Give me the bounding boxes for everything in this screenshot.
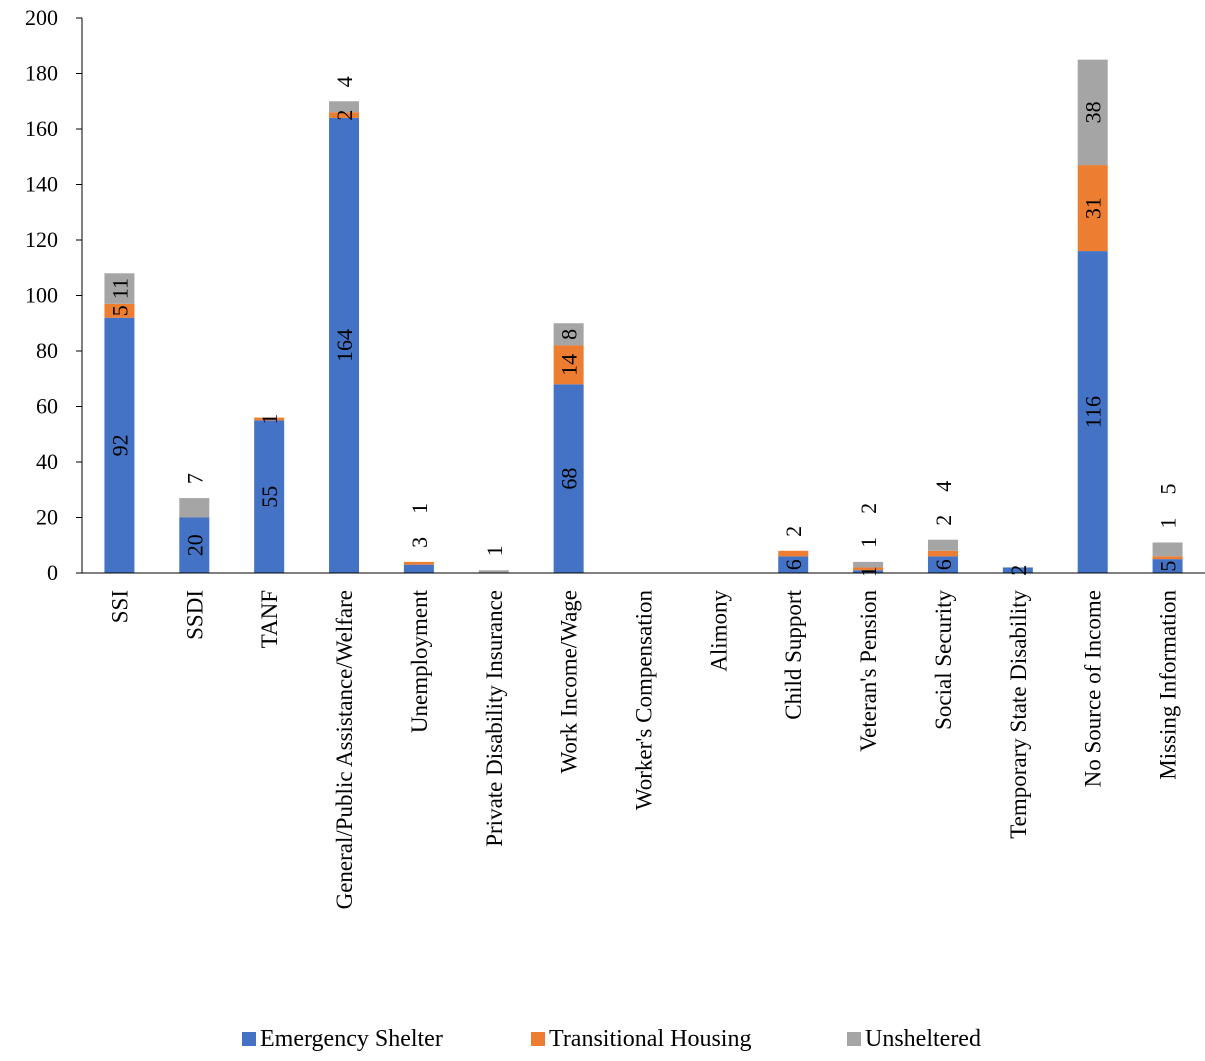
data-labels-layer: 9251120755116424311681486211262421163138…	[107, 76, 1180, 577]
y-tick-label-140: 140	[25, 172, 58, 197]
bar-work-income-wage-emergency-shelter	[553, 384, 584, 573]
data-label-tanf-emergency-shelter: 55	[257, 486, 282, 508]
bar-general-public-assistance-welfare-emergency-shelter	[329, 117, 360, 574]
data-label-missing-information-unsheltered: 5	[1156, 483, 1181, 494]
data-label-general-public-assistance-welfare-emergency-shelter: 164	[332, 329, 357, 362]
data-label-general-public-assistance-welfare-transitional-housing: 2	[332, 110, 357, 121]
y-tick-label-120: 120	[25, 227, 58, 252]
bar-ssi-unsheltered	[104, 273, 135, 304]
y-tick-label-160: 160	[25, 116, 58, 141]
bar-private-disability-insurance-unsheltered	[478, 570, 509, 573]
data-label-unemployment-emergency-shelter: 3	[407, 537, 432, 548]
bar-social-security-unsheltered	[927, 539, 958, 551]
data-label-veteran-s-pension-unsheltered: 2	[856, 503, 881, 514]
x-tick-label-no-source-of-income: No Source of Income	[1081, 590, 1106, 787]
x-tick-label-tanf: TANF	[257, 590, 282, 648]
bar-child-support-transitional-housing	[778, 550, 809, 557]
data-label-ssi-emergency-shelter: 92	[107, 434, 132, 456]
bar-ssi-emergency-shelter	[104, 317, 135, 573]
bar-social-security-transitional-housing	[927, 550, 958, 557]
data-label-social-security-emergency-shelter: 6	[931, 559, 956, 570]
data-label-missing-information-transitional-housing: 1	[1156, 517, 1181, 528]
bar-social-security-emergency-shelter	[927, 556, 958, 573]
bar-missing-information-emergency-shelter	[1152, 559, 1183, 573]
data-label-ssi-transitional-housing: 5	[107, 305, 132, 316]
data-label-no-source-of-income-emergency-shelter: 116	[1081, 396, 1106, 428]
x-tick-label-general-public-assistance-welfare: General/Public Assistance/Welfare	[332, 590, 357, 909]
data-label-child-support-transitional-housing: 2	[781, 526, 806, 537]
x-tick-label-work-income-wage: Work Income/Wage	[557, 590, 582, 773]
x-tick-label-ssdi: SSDI	[182, 590, 207, 640]
x-tick-label-private-disability-insurance: Private Disability Insurance	[482, 590, 507, 847]
x-tick-label-missing-information: Missing Information	[1156, 590, 1181, 780]
bar-unemployment-transitional-housing	[403, 561, 434, 565]
bar-no-source-of-income-emergency-shelter	[1077, 251, 1108, 573]
bar-work-income-wage-unsheltered	[553, 323, 584, 346]
x-tick-label-veteran-s-pension: Veteran's Pension	[856, 590, 881, 752]
legend-swatch-transitional-housing	[531, 1032, 545, 1046]
bar-veteran-s-pension-transitional-housing	[853, 567, 884, 571]
bar-ssdi-unsheltered	[179, 498, 210, 518]
x-tick-label-child-support: Child Support	[781, 589, 806, 719]
y-tick-label-200: 200	[25, 5, 58, 30]
data-label-work-income-wage-unsheltered: 8	[557, 329, 582, 340]
bar-missing-information-unsheltered	[1152, 542, 1183, 557]
bar-veteran-s-pension-emergency-shelter	[853, 570, 884, 573]
legend-label-transitional-housing: Transitional Housing	[549, 1026, 751, 1052]
bar-child-support-emergency-shelter	[778, 556, 809, 573]
data-label-missing-information-emergency-shelter: 5	[1156, 561, 1181, 572]
bar-unemployment-emergency-shelter	[403, 564, 434, 573]
data-label-social-security-unsheltered: 4	[931, 481, 956, 492]
y-tick-label-40: 40	[36, 449, 58, 474]
data-label-private-disability-insurance-unsheltered: 1	[482, 545, 507, 556]
bar-ssi-transitional-housing	[104, 303, 135, 318]
data-label-ssdi-emergency-shelter: 20	[182, 534, 207, 556]
data-label-social-security-transitional-housing: 2	[931, 515, 956, 526]
data-label-veteran-s-pension-emergency-shelter: 1	[856, 566, 881, 577]
data-label-work-income-wage-emergency-shelter: 68	[557, 468, 582, 490]
bar-veteran-s-pension-unsheltered	[853, 561, 884, 568]
y-tick-label-60: 60	[36, 394, 58, 419]
data-label-ssi-unsheltered: 11	[107, 278, 132, 299]
legend-swatch-emergency-shelter	[242, 1032, 256, 1046]
data-label-veteran-s-pension-transitional-housing: 1	[856, 537, 881, 548]
x-tick-label-alimony: Alimony	[706, 590, 731, 672]
bar-general-public-assistance-welfare-unsheltered	[329, 101, 360, 113]
x-tick-label-unemployment: Unemployment	[407, 589, 432, 733]
bar-tanf-emergency-shelter	[254, 420, 285, 573]
x-tick-label-ssi: SSI	[107, 590, 132, 623]
x-tick-label-worker-s-compensation: Worker's Compensation	[632, 590, 657, 811]
legend-label-emergency-shelter: Emergency Shelter	[260, 1026, 443, 1052]
data-label-general-public-assistance-welfare-unsheltered: 4	[332, 76, 357, 87]
data-label-no-source-of-income-transitional-housing: 31	[1081, 197, 1106, 219]
data-label-child-support-emergency-shelter: 6	[781, 559, 806, 570]
bar-no-source-of-income-transitional-housing	[1077, 165, 1108, 252]
x-tick-label-social-security: Social Security	[931, 590, 956, 730]
bars-layer	[104, 59, 1183, 574]
y-tick-label-20: 20	[36, 505, 58, 530]
legend: Emergency Shelter Transitional Housing Uns…	[242, 1026, 981, 1052]
data-label-tanf-transitional-housing: 1	[257, 413, 282, 424]
bar-temporary-state-disability-emergency-shelter	[1002, 567, 1033, 573]
x-tick-label-temporary-state-disability: Temporary State Disability	[1006, 590, 1031, 839]
data-label-unemployment-transitional-housing: 1	[407, 503, 432, 514]
bar-work-income-wage-transitional-housing	[553, 345, 584, 385]
bar-ssdi-emergency-shelter	[179, 517, 210, 573]
legend-label-unsheltered: Unsheltered	[865, 1026, 981, 1052]
legend-swatch-unsheltered	[847, 1032, 861, 1046]
data-label-temporary-state-disability-emergency-shelter: 2	[1006, 565, 1031, 576]
bar-missing-information-transitional-housing	[1152, 556, 1183, 560]
data-label-work-income-wage-transitional-housing: 14	[557, 354, 582, 376]
bar-no-source-of-income-unsheltered	[1077, 59, 1108, 166]
data-label-ssdi-unsheltered: 7	[182, 473, 207, 484]
y-tick-label-0: 0	[47, 560, 58, 585]
bar-general-public-assistance-welfare-transitional-housing	[329, 112, 360, 118]
bar-tanf-transitional-housing	[254, 417, 285, 421]
y-tick-label-180: 180	[25, 61, 58, 86]
data-label-no-source-of-income-unsheltered: 38	[1081, 101, 1106, 123]
y-tick-label-80: 80	[36, 338, 58, 363]
y-tick-label-100: 100	[25, 283, 58, 308]
